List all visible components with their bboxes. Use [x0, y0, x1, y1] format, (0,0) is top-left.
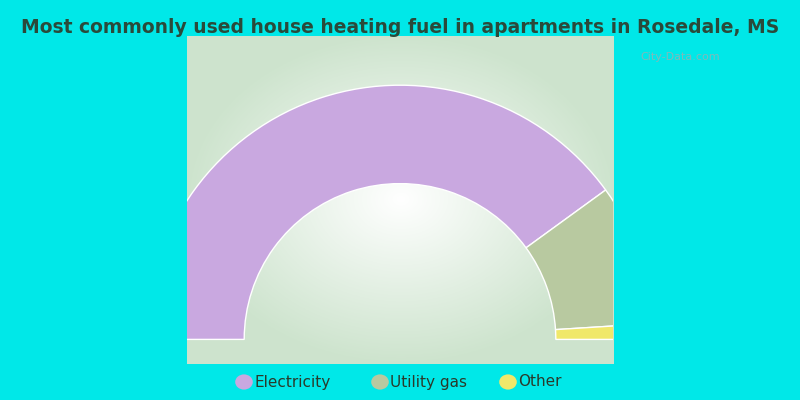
- Wedge shape: [146, 85, 606, 339]
- Text: Most commonly used house heating fuel in apartments in Rosedale, MS: Most commonly used house heating fuel in…: [21, 18, 779, 37]
- Text: Electricity: Electricity: [254, 374, 330, 390]
- Wedge shape: [555, 324, 654, 339]
- Wedge shape: [526, 190, 654, 330]
- Text: City-Data.com: City-Data.com: [640, 52, 720, 62]
- Text: Utility gas: Utility gas: [390, 374, 467, 390]
- Text: Other: Other: [518, 374, 562, 390]
